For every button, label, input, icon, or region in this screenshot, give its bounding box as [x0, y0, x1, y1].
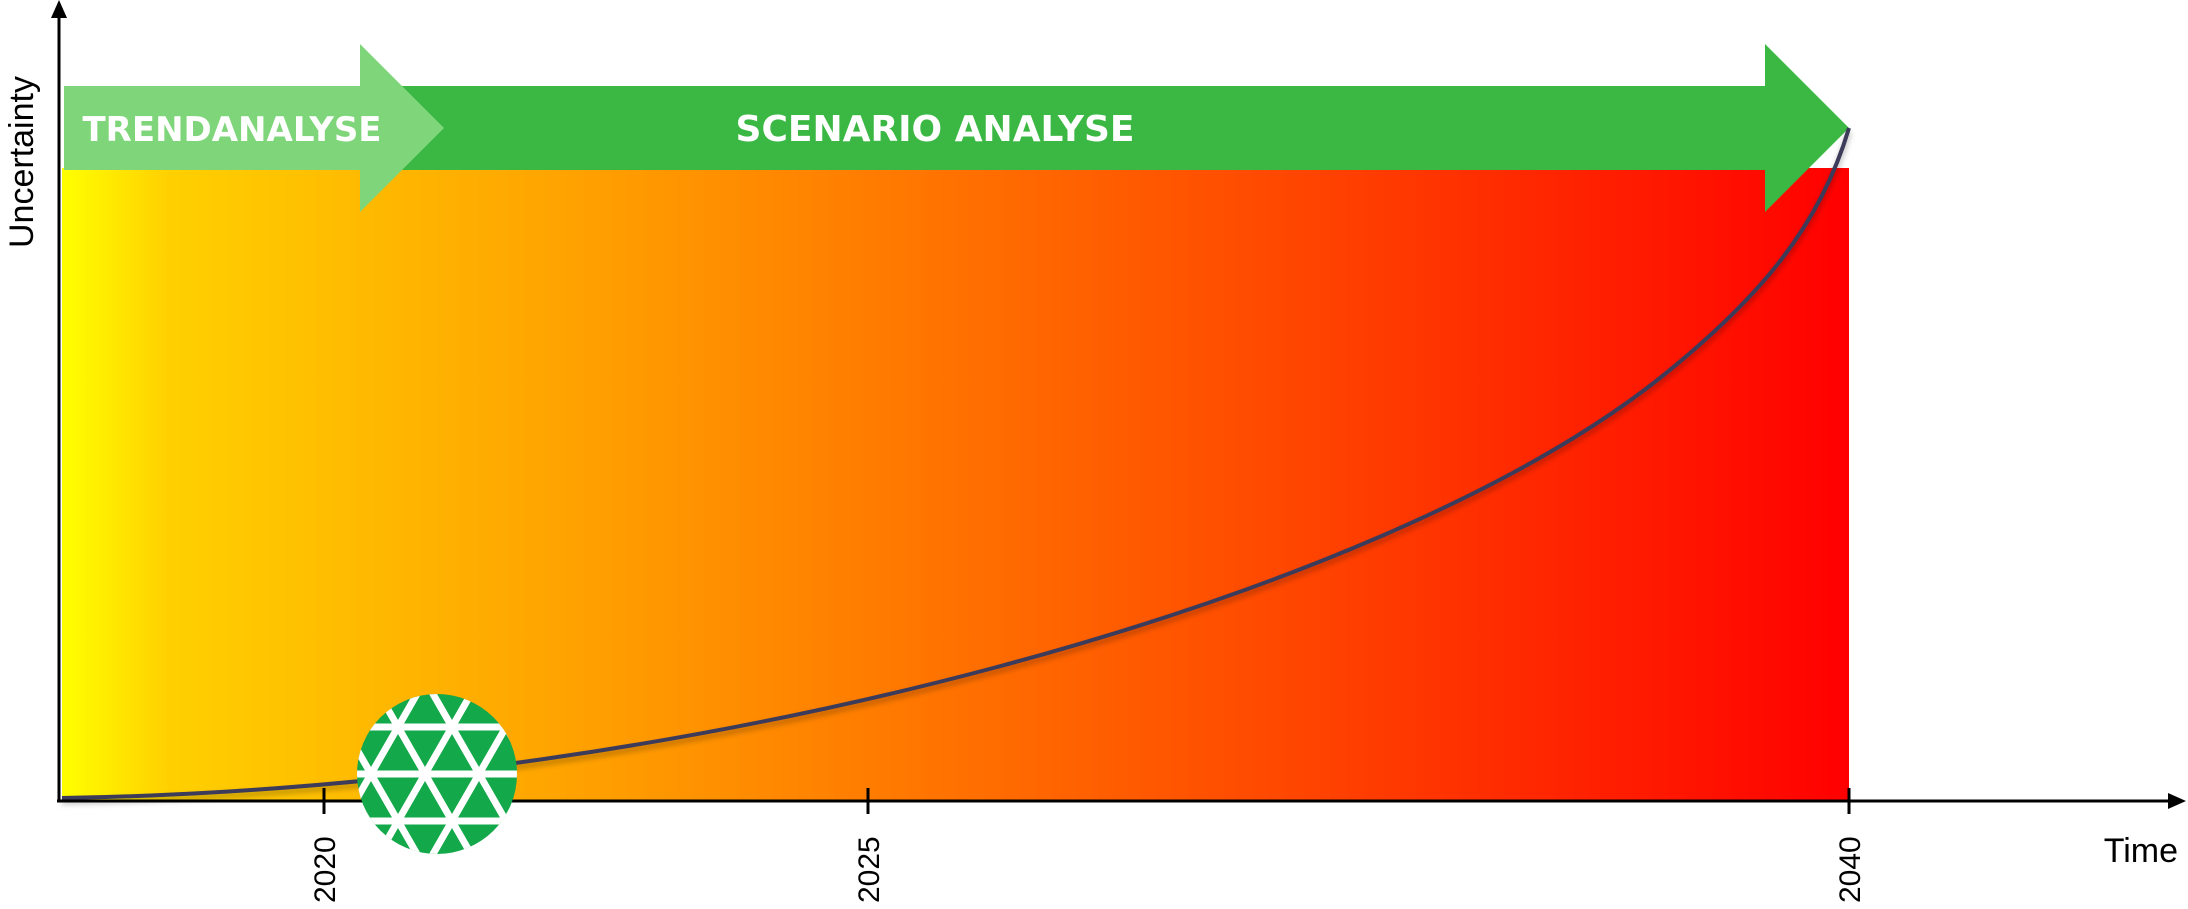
uncertainty-gradient-area [62, 168, 1849, 802]
x-axis-arrowhead [2168, 793, 2186, 809]
y-axis-label: Uncertainty [3, 76, 41, 248]
tick-label-2040: 2040 [1834, 836, 1867, 903]
tick-label-2025: 2025 [853, 836, 886, 903]
scenario-analyse-arrow [400, 44, 1849, 212]
x-axis-label: Time [2104, 832, 2178, 870]
trendanalyse-arrow [64, 44, 444, 212]
y-axis-arrowhead [51, 0, 67, 18]
trendanalyse-label: TRENDANALYSE [82, 110, 381, 150]
tick-label-2020: 2020 [309, 836, 342, 903]
scenario-analyse-label: SCENARIO ANALYSE [736, 109, 1135, 150]
